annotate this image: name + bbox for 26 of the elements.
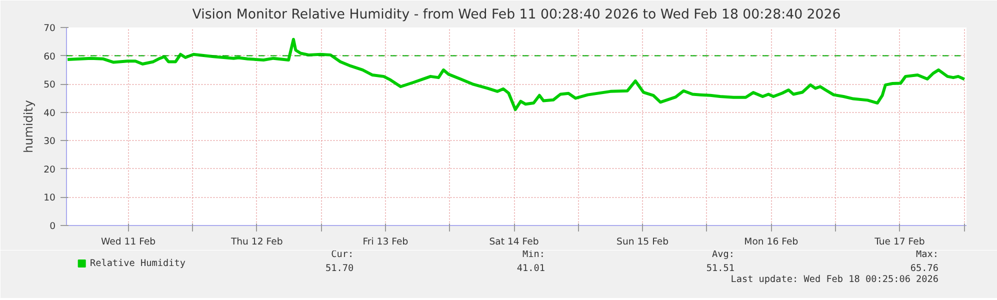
y-tick-label: 10 [44,192,56,204]
x-tick-label: Thu 12 Feb [230,236,283,248]
text: 51.51 [706,263,735,274]
text: Max: [916,249,939,260]
chart-title: Vision Monitor Relative Humidity - from Wed Feb 11 00:28:40 2026 to Wed Feb 18 00:28:40 2026 [192,8,841,22]
x-tick-label: Wed 11 Feb [100,236,156,248]
text: 65.76 [910,263,939,274]
text: Avg: [712,249,735,260]
y-tick-label: 40 [44,108,56,119]
x-tick-label: Sat 14 Feb [489,236,539,248]
text: 51.70 [325,263,354,274]
y-tick-label: 70 [44,23,56,34]
y-tick-label: 0 [50,221,56,232]
text: Last update: Wed Feb 18 00:25:06 2026 [730,274,939,285]
y-tick-label: 50 [44,80,56,91]
y-tick-label: 30 [44,136,56,148]
y-axis-title: humidity [22,100,36,153]
y-tick-label: 20 [44,164,56,176]
x-tick-label: Tue 17 Feb [874,236,925,248]
x-tick-label: Fri 13 Feb [362,236,408,248]
text: 41.01 [516,263,545,274]
x-tick-label: Sun 15 Feb [616,236,669,248]
legend-label: Relative Humidity [90,258,186,269]
y-tick-label: 60 [44,51,56,62]
x-tick-label: Mon 16 Feb [744,236,798,248]
line-series [66,38,966,112]
